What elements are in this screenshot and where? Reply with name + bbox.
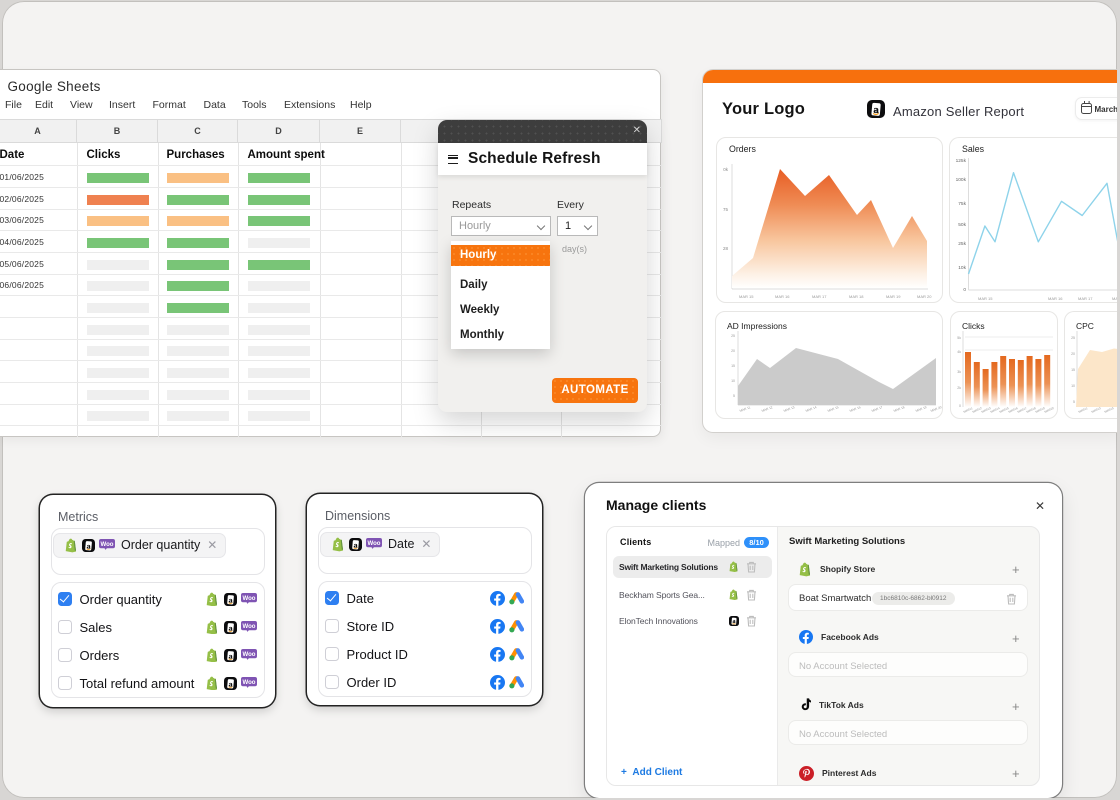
svg-text:MAR13: MAR13 [981,406,992,414]
svg-text:MAR11: MAR11 [1078,406,1089,414]
svg-text:a: a [228,623,232,632]
svg-text:a: a [228,651,232,660]
svg-text:MAR19: MAR19 [1035,406,1046,414]
svg-text:MAR 17: MAR 17 [812,294,827,299]
svg-text:Woo: Woo [100,543,113,549]
svg-text:MAR15: MAR15 [1104,406,1115,414]
svg-text:MAR16: MAR16 [1008,406,1019,414]
svg-text:15: 15 [731,364,735,368]
svg-text:MAR 17: MAR 17 [871,405,883,413]
svg-text:MAR 15: MAR 15 [827,405,839,413]
svg-text:4k: 4k [957,350,961,354]
svg-text:MAR 15: MAR 15 [739,294,754,299]
svg-text:Woo: Woo [242,624,255,630]
svg-text:3k: 3k [957,370,961,374]
svg-text:75k: 75k [958,201,966,207]
svg-text:Woo: Woo [367,542,380,548]
svg-text:0: 0 [963,287,966,293]
svg-text:a: a [354,540,358,549]
svg-text:75: 75 [723,207,729,212]
svg-text:MAR 19: MAR 19 [915,405,927,413]
svg-text:MAR 12: MAR 12 [761,405,773,413]
svg-text:Woo: Woo [242,596,255,602]
svg-text:MAR15: MAR15 [999,406,1010,414]
svg-text:0: 0 [959,404,961,408]
svg-text:5: 5 [733,394,735,398]
svg-text:MAR11: MAR11 [963,406,974,414]
svg-text:a: a [87,541,91,550]
svg-text:15: 15 [1071,368,1075,372]
svg-text:10: 10 [1071,384,1075,388]
svg-text:a: a [228,679,232,688]
svg-text:50k: 50k [958,222,966,228]
svg-text:a: a [873,104,879,116]
svg-text:100k: 100k [956,177,967,183]
svg-text:MAR 18: MAR 18 [849,294,864,299]
svg-text:MAR 20: MAR 20 [917,294,932,299]
svg-text:MAR 16: MAR 16 [849,405,861,413]
svg-text:Woo: Woo [242,680,255,686]
svg-text:MAR 17: MAR 17 [1078,296,1093,301]
svg-text:28: 28 [723,246,729,251]
svg-text:5k: 5k [957,336,961,340]
svg-text:MAR 16: MAR 16 [775,294,790,299]
svg-text:MAR12: MAR12 [972,406,983,414]
svg-text:MAR14: MAR14 [990,406,1001,414]
svg-text:MAR17: MAR17 [1017,406,1028,414]
svg-text:MAR 16: MAR 16 [1048,296,1063,301]
svg-text:10k: 10k [958,265,966,271]
svg-text:2k: 2k [957,386,961,390]
svg-text:MAR 20: MAR 20 [930,405,942,413]
svg-text:a: a [733,619,736,625]
svg-text:MAR 11: MAR 11 [739,405,751,413]
svg-text:25k: 25k [958,241,966,247]
svg-text:25: 25 [731,334,735,338]
svg-text:20: 20 [731,349,735,353]
svg-text:125k: 125k [956,158,967,164]
svg-text:5: 5 [1073,400,1075,404]
svg-text:MAR 18: MAR 18 [1112,296,1117,301]
svg-text:25: 25 [1071,336,1075,340]
svg-text:0k: 0k [723,167,729,172]
svg-text:MAR 14: MAR 14 [805,405,817,413]
svg-text:MAR 18: MAR 18 [893,405,905,413]
svg-text:MAR 19: MAR 19 [886,294,901,299]
svg-text:20: 20 [1071,352,1075,356]
svg-text:Woo: Woo [242,652,255,658]
svg-text:10: 10 [731,379,735,383]
svg-text:MAR20: MAR20 [1044,406,1055,414]
svg-text:MAR18: MAR18 [1026,406,1037,414]
svg-text:MAR13: MAR13 [1091,406,1102,414]
svg-text:a: a [228,595,232,604]
svg-text:MAR 13: MAR 13 [783,405,795,413]
svg-text:MAR 15: MAR 15 [978,296,993,301]
